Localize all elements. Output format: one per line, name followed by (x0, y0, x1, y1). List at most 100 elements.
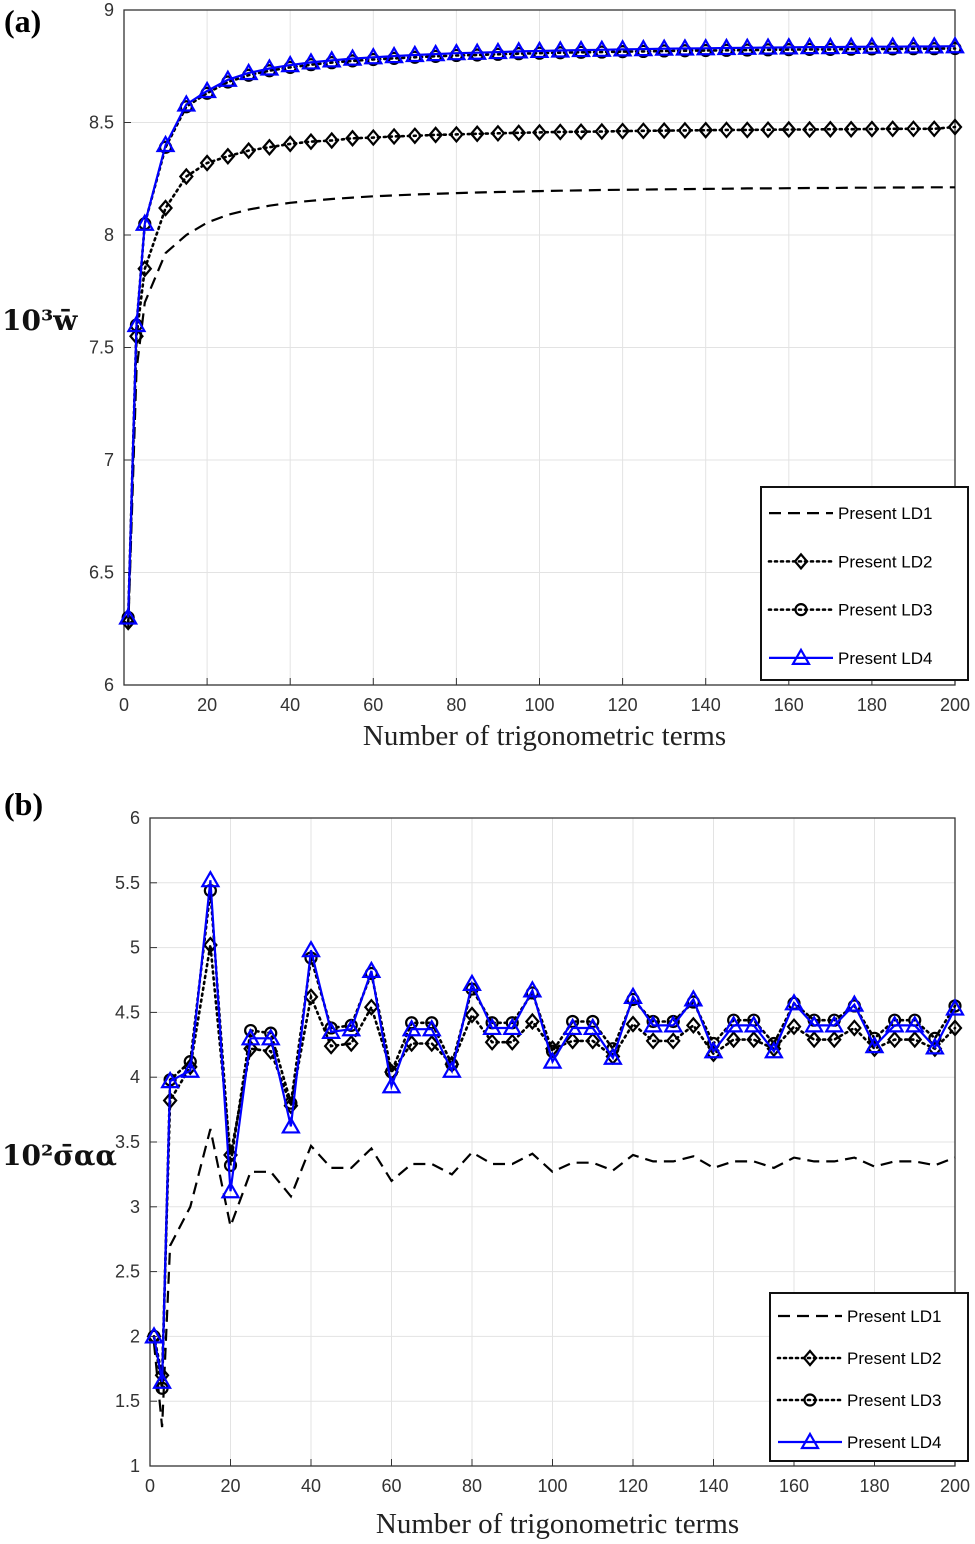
data-point-marker (654, 38, 675, 56)
x-tick-label: 160 (774, 695, 804, 715)
data-point-marker (683, 989, 704, 1007)
data-point-marker (685, 1016, 701, 1035)
data-point-marker (760, 121, 776, 139)
data-point-marker (126, 314, 147, 333)
data-point-marker (508, 41, 529, 59)
data-point-marker (945, 998, 965, 1016)
legend-label: Present LD3 (838, 601, 933, 620)
data-point-marker (260, 1028, 281, 1046)
data-point-marker (602, 1047, 623, 1065)
data-point-marker (134, 213, 155, 231)
legend-box (760, 486, 969, 681)
data-point-marker (846, 1019, 862, 1037)
data-point-marker (820, 36, 841, 55)
legend-label: Present LD4 (838, 649, 933, 668)
data-point-marker (441, 1060, 462, 1078)
data-point-marker (244, 1023, 258, 1038)
data-point-marker (345, 129, 360, 147)
legend-marker (803, 1393, 817, 1407)
data-point-marker (365, 128, 381, 147)
data-point-marker (862, 36, 882, 54)
data-point-marker (238, 62, 259, 81)
data-point-marker (502, 1017, 523, 1036)
data-point-marker (665, 1032, 681, 1050)
series-line (152, 944, 957, 1376)
x-tick-label: 200 (940, 695, 970, 715)
data-point-marker (635, 122, 651, 140)
data-point-marker (799, 36, 820, 55)
data-point-marker (924, 1037, 945, 1055)
panel-label: (b) (4, 786, 43, 822)
data-point-marker (261, 138, 277, 156)
data-point-marker (522, 980, 543, 998)
data-point-marker (633, 38, 654, 57)
data-point-marker (303, 132, 319, 151)
data-point-marker (241, 141, 257, 160)
panel-label: (a) (4, 3, 41, 39)
x-tick-label: 80 (462, 1476, 482, 1496)
x-tick-label: 100 (524, 695, 554, 715)
y-tick-label: 7.5 (89, 338, 114, 358)
data-point-marker (386, 127, 402, 146)
x-axis-title: Number of trigonometric terms (376, 1508, 739, 1540)
x-tick-label: 60 (363, 695, 383, 715)
data-point-marker (404, 44, 425, 63)
data-point-marker (220, 147, 236, 165)
data-point-marker (594, 122, 610, 141)
legend-marker (800, 1431, 820, 1450)
data-point-marker (739, 121, 755, 139)
data-point-marker (573, 123, 589, 141)
data-point-marker (585, 1032, 601, 1050)
y-tick-label: 9 (104, 0, 114, 20)
axes-box (149, 817, 956, 1467)
x-axis-title: Number of trigonometric terms (363, 720, 726, 752)
x-tick-label: 120 (608, 695, 638, 715)
data-point-marker (716, 37, 737, 56)
chart-panel-b: 0 20 40 60 80 100 120 140 160 180 200 1 1.5 2 2.5 3 3.5 4… (2, 786, 970, 1540)
data-point-marker (887, 1030, 903, 1049)
legend-box (769, 1292, 969, 1462)
axes-box (123, 9, 956, 686)
data-point-marker (645, 1032, 661, 1050)
legend-label: Present LD2 (838, 552, 933, 571)
series-line (126, 47, 957, 619)
data-point-marker (656, 121, 672, 140)
data-point-marker (550, 40, 571, 58)
data-point-marker (663, 1015, 684, 1033)
data-point-marker (490, 124, 506, 142)
data-point-marker (384, 45, 404, 64)
data-point-marker (906, 120, 921, 138)
data-point-marker (824, 1015, 845, 1033)
y-tick-label: 2 (130, 1326, 140, 1346)
data-point-marker (240, 1028, 261, 1046)
data-point-marker (552, 123, 568, 141)
data-point-marker (841, 36, 862, 55)
x-tick-label: 20 (220, 1476, 240, 1496)
y-tick-label: 6 (104, 675, 114, 695)
data-point-marker (323, 1037, 339, 1055)
data-point-marker (786, 1017, 802, 1036)
data-point-marker (363, 998, 379, 1016)
data-point-marker (464, 1006, 480, 1024)
data-point-marker (882, 36, 903, 54)
x-tick-label: 0 (119, 695, 129, 715)
data-point-marker (199, 154, 215, 172)
x-tick-label: 180 (857, 695, 887, 715)
data-point-marker (737, 37, 758, 55)
data-point-marker (469, 125, 485, 143)
legend-label: Present LD1 (847, 1307, 942, 1326)
data-point-marker (180, 1060, 201, 1078)
data-point-marker (758, 37, 778, 55)
data-point-marker (726, 1030, 742, 1049)
x-tick-label: 120 (618, 1476, 648, 1496)
data-point-marker (612, 39, 633, 57)
data-point-marker (826, 1030, 842, 1049)
data-point-marker (118, 607, 139, 625)
data-point-marker (719, 121, 734, 139)
data-point-marker (864, 1035, 885, 1054)
data-point-marker (947, 118, 963, 136)
legend-label: Present LD2 (847, 1349, 942, 1368)
data-point-marker (844, 994, 865, 1012)
data-point-marker (582, 1017, 603, 1036)
